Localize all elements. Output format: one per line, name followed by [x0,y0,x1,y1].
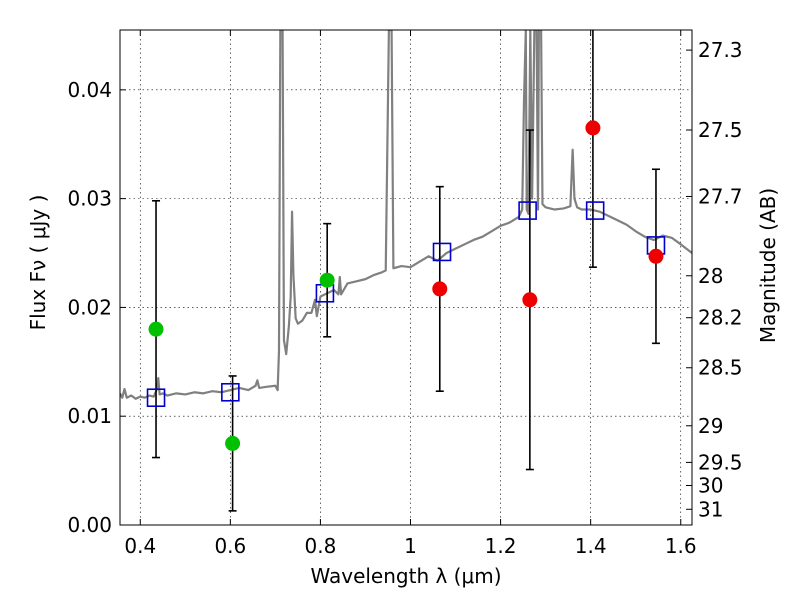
y-tick-label: 0.03 [67,187,112,211]
y-right-tick-label: 31 [698,497,723,521]
y-axis-right-label: Magnitude (AB) [756,188,780,343]
marker-layer [146,30,666,512]
y-tick-label: 0.04 [67,78,112,102]
y-right-tick-label: 28.2 [698,306,743,330]
spectrum-line [120,30,692,400]
axes: 0.4 0.6 0.8 1 1.2 1.4 1.6 0.00 0.01 0.02 0.03 0.04 2… [67,30,743,558]
x-tick-label: 1.6 [665,534,697,558]
x-tick-label: 1 [404,534,417,558]
observed-point-green [319,272,335,288]
observed-point-green [148,321,164,337]
x-tick-label: 0.6 [214,534,246,558]
plot-frame [119,29,693,526]
y-axis-label: Flux Fν ( μJy ) [26,195,50,331]
observed-point-red [432,281,448,297]
y-right-tick-label: 27.5 [698,118,743,142]
y-right-tick-label: 28.5 [698,356,743,380]
observed-point-green [225,435,241,451]
data-layer [120,30,692,400]
y-right-tick-label: 29.5 [698,450,743,474]
y-right-tick-label: 29 [698,414,723,438]
x-tick-label: 1.4 [575,534,607,558]
model-photometry-square [146,388,166,408]
model-photometry-square [432,242,452,262]
y-right-tick-label: 27.7 [698,184,743,208]
x-tick-label: 0.4 [124,534,156,558]
model-photometry-square [518,201,537,220]
y-right-tick-label: 28 [698,264,723,288]
observed-point-red [522,292,538,308]
observed-point-red [585,120,601,136]
model-photometry-square [221,382,240,402]
x-tick-label: 1.2 [485,534,517,558]
x-axis-label: Wavelength λ (μm) [310,564,501,588]
y-right-tick-label: 27.3 [698,38,743,62]
y-tick-label: 0.01 [67,404,112,428]
error-bar [588,30,597,268]
x-tick-label: 0.8 [305,534,337,558]
y-tick-label: 0.00 [67,513,112,537]
y-right-tick-label: 30 [698,474,723,498]
observed-point-red [648,248,664,264]
y-tick-label: 0.02 [67,295,112,319]
model-photometry-square [585,201,605,220]
grid [120,30,692,526]
